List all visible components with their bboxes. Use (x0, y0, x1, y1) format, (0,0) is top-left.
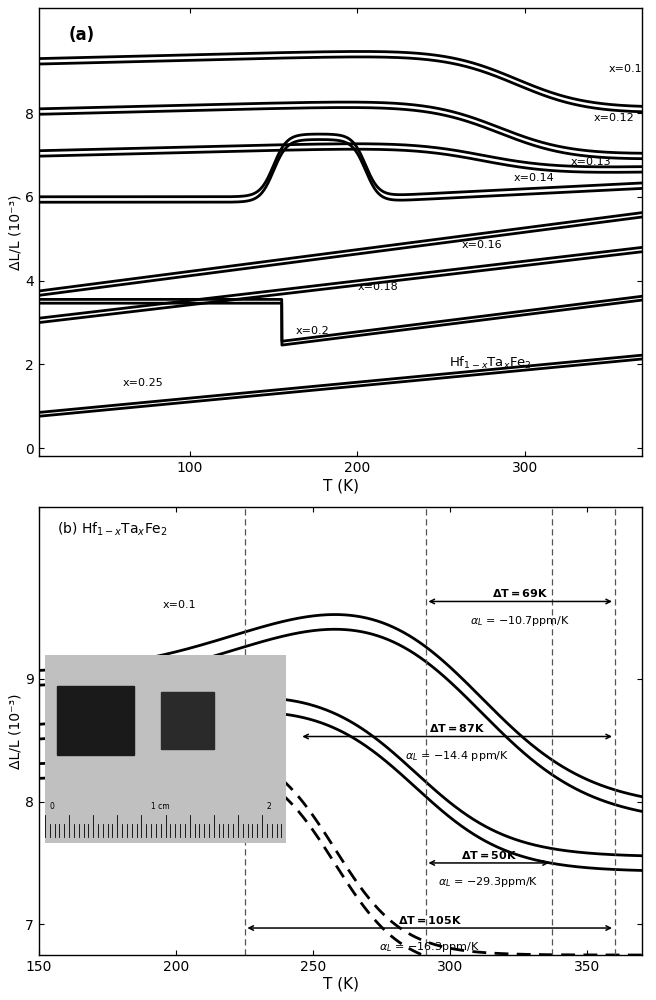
Text: x=0.14: x=0.14 (513, 173, 554, 183)
Text: x=0.2: x=0.2 (295, 326, 329, 336)
Text: $\alpha_L$ = $-$29.3ppm/K: $\alpha_L$ = $-$29.3ppm/K (438, 875, 539, 889)
Text: (b) Hf$_{1-x}$Ta$_x$Fe$_2$: (b) Hf$_{1-x}$Ta$_x$Fe$_2$ (57, 520, 168, 538)
Text: x=0.13: x=0.13 (570, 157, 611, 167)
Text: $\bf{\Delta T=87K}$: $\bf{\Delta T=87K}$ (429, 722, 485, 734)
Text: (a): (a) (69, 26, 95, 44)
Text: $\bf{\Delta T=105K}$: $\bf{\Delta T=105K}$ (398, 914, 462, 926)
Text: $\alpha_L$ = $-$10.7ppm/K: $\alpha_L$ = $-$10.7ppm/K (470, 614, 570, 628)
Y-axis label: ΔL/L (10⁻³): ΔL/L (10⁻³) (9, 195, 22, 270)
Text: x=0.18: x=0.18 (358, 282, 398, 292)
Text: x=0.1: x=0.1 (609, 64, 642, 74)
X-axis label: T (K): T (K) (323, 977, 359, 992)
Text: x=0.16: x=0.16 (461, 240, 502, 250)
Text: $\bf{\Delta T=69K}$: $\bf{\Delta T=69K}$ (492, 587, 548, 599)
Text: $\alpha_L$ = $-$16.3ppm/K: $\alpha_L$ = $-$16.3ppm/K (379, 940, 480, 954)
Text: x=0.12: x=0.12 (594, 113, 634, 123)
Text: x=0.1: x=0.1 (162, 600, 196, 610)
Y-axis label: ΔL/L (10⁻³): ΔL/L (10⁻³) (9, 693, 22, 769)
Text: x=0.13: x=0.13 (47, 762, 88, 772)
Text: x=0.12: x=0.12 (108, 713, 148, 723)
X-axis label: T (K): T (K) (323, 478, 359, 493)
Text: $\alpha_L$ = $-$14.4 ppm/K: $\alpha_L$ = $-$14.4 ppm/K (405, 749, 509, 763)
Text: $\bf{\Delta T=50K}$: $\bf{\Delta T=50K}$ (461, 849, 517, 861)
Text: Hf$_{1-x}$Ta$_x$Fe$_2$: Hf$_{1-x}$Ta$_x$Fe$_2$ (449, 355, 532, 371)
Text: x=0.25: x=0.25 (123, 378, 163, 388)
